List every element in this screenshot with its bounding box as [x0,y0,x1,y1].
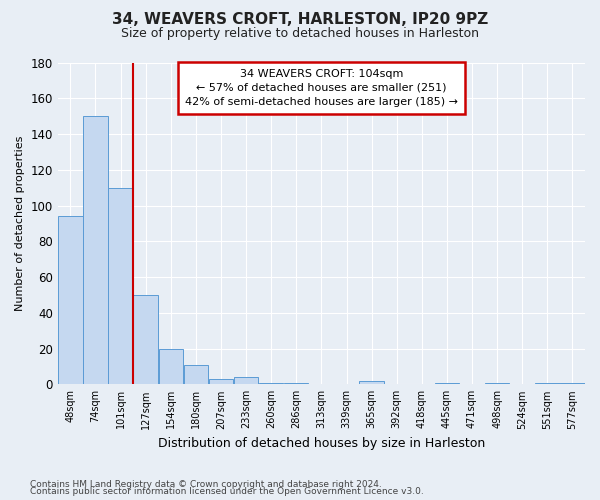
Bar [184,364,208,384]
Text: Contains HM Land Registry data © Crown copyright and database right 2024.: Contains HM Land Registry data © Crown c… [30,480,382,489]
X-axis label: Distribution of detached houses by size in Harleston: Distribution of detached houses by size … [158,437,485,450]
Bar [284,382,308,384]
Text: Contains public sector information licensed under the Open Government Licence v3: Contains public sector information licen… [30,487,424,496]
Bar [158,348,183,384]
Text: 34, WEAVERS CROFT, HARLESTON, IP20 9PZ: 34, WEAVERS CROFT, HARLESTON, IP20 9PZ [112,12,488,28]
Bar [535,382,560,384]
Text: 34 WEAVERS CROFT: 104sqm
← 57% of detached houses are smaller (251)
42% of semi-: 34 WEAVERS CROFT: 104sqm ← 57% of detach… [185,69,458,107]
Bar [133,295,158,384]
Bar [234,377,258,384]
Bar [560,382,584,384]
Bar [359,380,384,384]
Bar [209,379,233,384]
Bar [435,382,459,384]
Text: Size of property relative to detached houses in Harleston: Size of property relative to detached ho… [121,28,479,40]
Bar [58,216,83,384]
Y-axis label: Number of detached properties: Number of detached properties [15,136,25,311]
Bar [83,116,107,384]
Bar [109,188,133,384]
Bar [259,382,283,384]
Bar [485,382,509,384]
